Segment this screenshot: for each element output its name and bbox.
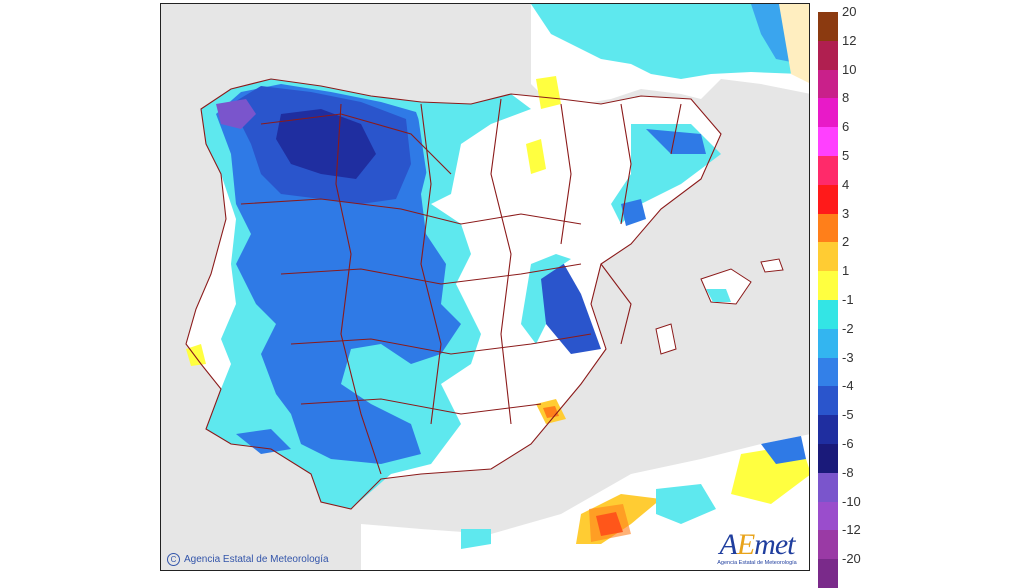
legend-cold-swatch bbox=[818, 501, 838, 531]
logo-rest: met bbox=[754, 528, 795, 561]
legend-cold-label: -4 bbox=[842, 378, 854, 394]
legend-warm-label: 6 bbox=[842, 119, 850, 135]
aemet-logo: AEmet Agencia Estatal de Meteorología bbox=[711, 530, 803, 567]
logo-e: E bbox=[736, 528, 755, 561]
legend-cold-swatch bbox=[818, 530, 838, 560]
logo-mark: AEmet bbox=[711, 530, 803, 560]
color-legend: 20 12 10 8 6 5 4 3 2 1 -1 -2 -3 -4 -5 -6 -8 -10 -12 -20 bbox=[818, 4, 878, 588]
balearic-ibiza bbox=[655, 323, 677, 355]
copyright-icon: C bbox=[167, 553, 180, 566]
legend-cold-swatch bbox=[818, 386, 838, 416]
legend-cold-label: -1 bbox=[842, 292, 854, 307]
copyright-notice: C Agencia Estatal de Meteorología bbox=[167, 553, 329, 566]
cold-anomaly-ebro bbox=[416, 94, 531, 204]
legend-cold-swatch bbox=[818, 559, 838, 588]
cold-anomaly-south bbox=[236, 429, 291, 454]
warm-anomaly-pyrenees bbox=[536, 76, 561, 109]
legend-cold-swatch bbox=[818, 300, 838, 329]
legend-cold-swatch bbox=[818, 444, 838, 473]
legend-cold-label: -3 bbox=[842, 349, 854, 365]
legend-cold-swatch bbox=[818, 328, 838, 358]
cold-anomaly-catalonia-blue bbox=[646, 129, 706, 154]
legend-warm-swatch bbox=[818, 98, 838, 128]
yellow-corner bbox=[779, 4, 809, 83]
legend-cold-swatch bbox=[818, 472, 838, 502]
warm-anomaly-lisbon bbox=[186, 344, 206, 366]
cold-anomaly-galicia bbox=[216, 99, 256, 129]
legend-cold-label: -2 bbox=[842, 320, 854, 336]
cold-anomaly-valencia-outer bbox=[521, 254, 571, 344]
legend-warm-label: 3 bbox=[842, 205, 850, 221]
legend-warm-label: 5 bbox=[842, 148, 850, 163]
legend-warm-swatch bbox=[818, 12, 838, 41]
france-cyan-area bbox=[531, 4, 801, 79]
legend-warm-swatch bbox=[818, 69, 838, 99]
africa-cold-east bbox=[761, 436, 806, 464]
cold-anomaly-valencia bbox=[536, 259, 601, 354]
legend-warm-swatch bbox=[818, 271, 838, 300]
map-canvas bbox=[185, 4, 809, 570]
legend-warm-swatch bbox=[818, 156, 838, 185]
cold-anomaly-cast bbox=[621, 199, 646, 226]
legend-warm-label: 20 bbox=[842, 4, 857, 19]
legend-warm-swatch bbox=[818, 184, 838, 214]
legend-warm-label: 8 bbox=[842, 90, 850, 106]
legend-cold-label: -10 bbox=[842, 493, 861, 509]
legend-cold-label: -6 bbox=[842, 436, 854, 451]
legend-warm-label: 12 bbox=[842, 32, 857, 48]
legend-warm-label: 4 bbox=[842, 176, 850, 192]
region-borders bbox=[185, 78, 722, 510]
legend-cold-label: -20 bbox=[842, 551, 861, 567]
legend-warm-swatch bbox=[818, 242, 838, 272]
legend-warm-swatch bbox=[818, 127, 838, 156]
legend-warm-label: 2 bbox=[842, 234, 850, 250]
legend-warm-swatch bbox=[818, 213, 838, 243]
warm-anomaly-ebro bbox=[526, 139, 546, 174]
legend-cold-swatch bbox=[818, 357, 838, 387]
legend-cold-label: -8 bbox=[842, 464, 854, 480]
legend-cold-label: -12 bbox=[842, 522, 861, 538]
balearic-menorca bbox=[760, 258, 784, 273]
logo-subtitle: Agencia Estatal de Meteorología bbox=[717, 560, 797, 566]
legend-cold-swatch bbox=[818, 415, 838, 444]
balearic-mallorca-cyan bbox=[706, 289, 731, 302]
cold-anomaly-5 bbox=[276, 109, 376, 179]
africa-cold-2 bbox=[461, 529, 491, 549]
africa-warm-orange bbox=[589, 504, 631, 542]
legend-warm-swatch bbox=[818, 40, 838, 70]
africa-cold-1 bbox=[656, 484, 716, 524]
legend-warm-label: 1 bbox=[842, 263, 850, 279]
logo-a: A bbox=[719, 528, 738, 561]
legend-cold-label: -5 bbox=[842, 407, 854, 423]
copyright-text: Agencia Estatal de Meteorología bbox=[184, 554, 329, 565]
legend-warm-label: 10 bbox=[842, 61, 857, 77]
anomaly-map: C Agencia Estatal de Meteorología AEmet A… bbox=[160, 3, 810, 571]
